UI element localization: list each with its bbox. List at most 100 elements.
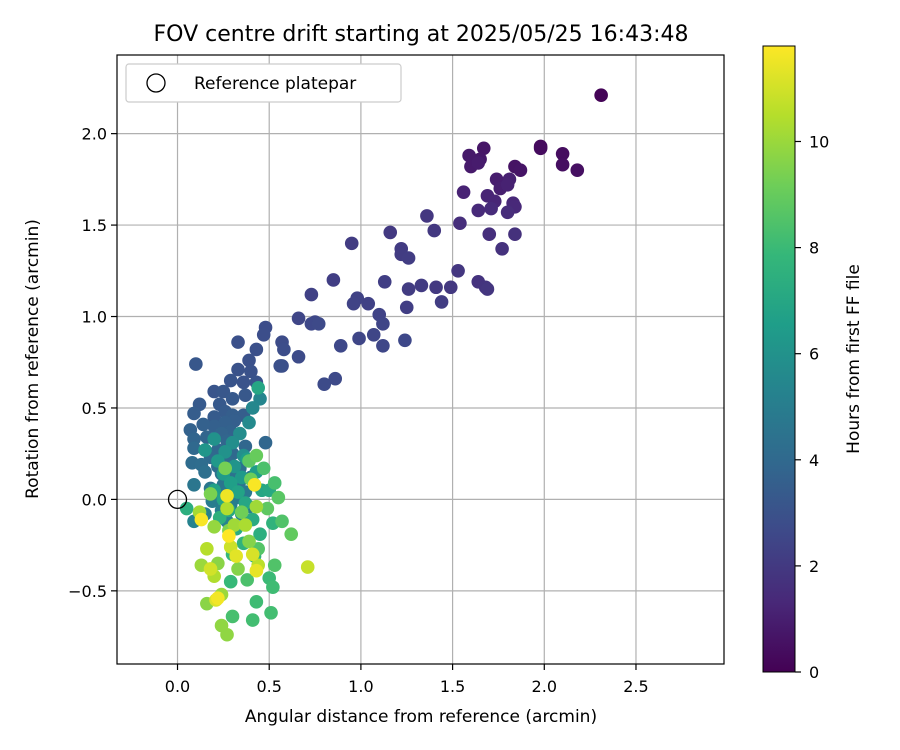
data-point [231,362,245,377]
data-point [207,432,221,446]
scatter-points [179,88,608,642]
data-point [249,499,264,514]
colorbar-tick-label: 10 [809,132,829,151]
y-axis-label: Rotation from reference (arcmin) [23,219,43,499]
data-point [207,520,221,534]
data-point [216,384,231,399]
y-tick-label: 2.0 [82,125,107,144]
data-point [198,443,212,457]
data-point [361,296,376,311]
data-point [594,88,608,103]
y-tick-label: 1.0 [82,308,107,327]
data-point [200,541,214,556]
data-point [500,178,515,192]
legend: Reference platepar [125,63,402,103]
data-point [253,392,267,406]
y-tick-label: 0.5 [82,399,107,418]
data-point [333,338,348,353]
data-point [242,353,256,368]
data-point [203,487,218,501]
x-axis-label: Angular distance from reference (arcmin) [245,707,597,727]
data-point [245,547,260,562]
data-point [229,549,243,563]
data-point [249,342,264,357]
data-point [231,485,245,499]
data-point [247,477,262,492]
data-point [231,562,245,576]
colorbar-tick-label: 4 [809,451,819,470]
data-point [300,560,315,574]
data-point [253,527,267,541]
chart-title: FOV centre drift starting at 2025/05/25 … [154,22,689,47]
data-point [218,445,232,459]
plot-frame [116,54,725,665]
colorbar-gradient [762,45,796,673]
data-point [482,227,497,242]
colorbar: 0 2 4 6 8 10 Hours from first FF file [762,45,864,682]
data-point [513,163,528,178]
data-point [238,388,253,402]
data-point [555,157,570,172]
reference-platepar-marker [167,489,188,510]
data-point [346,296,361,311]
data-point [271,490,286,505]
x-axis-ticks: 0.0 0.5 1.0 1.5 2.0 2.5 [165,664,649,696]
data-point [242,534,256,549]
data-point [420,209,434,223]
data-point [456,185,471,199]
colorbar-tick-label: 2 [809,557,819,576]
data-point [326,273,341,287]
data-point [223,373,238,388]
data-point [480,282,495,296]
data-point [223,574,238,589]
x-tick-label: 0.0 [165,677,190,696]
data-point [495,242,509,256]
data-point [196,417,210,432]
data-point [429,280,443,295]
data-point [284,527,299,541]
data-point [328,371,343,386]
data-point [179,501,194,516]
data-point [434,295,449,309]
data-point [443,280,458,295]
data-point [194,512,209,527]
data-point [234,505,249,520]
data-point [233,426,247,441]
data-point [500,205,515,220]
data-point [533,141,548,156]
data-point [187,441,201,455]
data-point [476,141,491,156]
data-point [249,563,264,578]
y-tick-label: 1.5 [82,216,107,235]
colorbar-tick-label: 0 [809,663,819,682]
data-point [267,558,282,573]
colorbar-tick-label: 6 [809,345,819,364]
data-point [451,264,465,278]
data-point [198,465,212,479]
data-point [570,163,585,178]
x-tick-label: 2.5 [623,677,648,696]
data-point [401,251,416,265]
data-point [245,401,260,415]
data-point [399,300,414,315]
data-point [187,477,201,492]
grid [117,55,724,664]
data-point [240,573,255,587]
data-point [256,461,271,476]
x-tick-label: 0.5 [256,677,281,696]
data-point [211,591,225,605]
data-point [225,609,240,624]
data-point [189,357,203,371]
data-point [317,377,332,391]
data-point [344,236,359,251]
legend-entry-label: Reference platepar [194,74,356,94]
data-point [401,282,416,296]
data-point [291,311,306,326]
data-point [187,406,201,421]
colorbar-ticks: 0 2 4 6 8 10 [795,132,829,682]
data-point [231,335,245,349]
data-point [383,225,398,240]
data-point [222,529,236,543]
data-point [311,317,326,331]
data-point [238,518,253,532]
